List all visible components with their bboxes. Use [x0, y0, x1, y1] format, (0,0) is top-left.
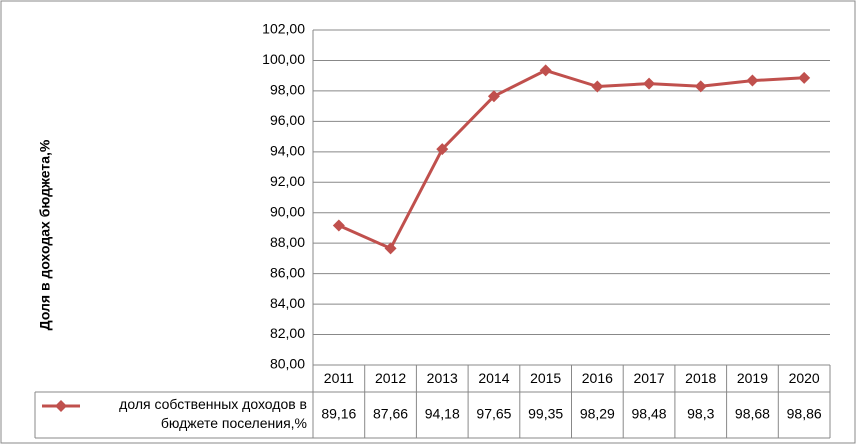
table-value: 98,68: [735, 406, 770, 422]
y-tick-label: 80,00: [270, 356, 305, 372]
x-tick-label: 2014: [478, 370, 509, 386]
x-tick-label: 2011: [324, 370, 354, 386]
data-point: [487, 90, 500, 103]
y-tick-label: 92,00: [270, 173, 305, 189]
y-tick-label: 84,00: [270, 295, 305, 311]
table-value: 94,18: [425, 406, 460, 422]
data-point: [643, 77, 656, 90]
x-tick-label: 2019: [737, 370, 768, 386]
table-value: 87,66: [373, 406, 408, 422]
y-tick-label: 100,00: [262, 51, 305, 67]
y-tick-label: 94,00: [270, 143, 305, 159]
data-line: [338, 68, 805, 250]
y-tick-label: 90,00: [270, 203, 305, 219]
y-tick-label: 96,00: [270, 112, 305, 128]
table-value: 98,86: [787, 406, 822, 422]
y-tick-label: 102,00: [262, 21, 305, 37]
y-axis-label: Доля в доходах бюджета,%: [37, 139, 53, 330]
y-tick-label: 86,00: [270, 264, 305, 280]
legend-marker: [55, 400, 67, 412]
legend-label: доля собственных доходов в бюджете посел…: [119, 396, 307, 431]
data-point: [591, 80, 604, 93]
table-value: 99,35: [528, 406, 563, 422]
table-value: 98,3: [687, 406, 714, 422]
data-point: [539, 64, 552, 77]
table-value: 89,16: [321, 406, 356, 422]
x-tick-label: 2013: [427, 370, 458, 386]
legend-entry: доля собственных доходов в бюджете посел…: [119, 396, 307, 431]
y-tick-label: 98,00: [270, 82, 305, 98]
x-tick-label: 2020: [789, 370, 820, 386]
data-point: [746, 74, 759, 87]
table-value: 97,65: [476, 406, 511, 422]
data-point: [798, 71, 811, 84]
x-tick-label: 2015: [530, 370, 561, 386]
y-tick-label: 82,00: [270, 325, 305, 341]
table-value: 98,48: [632, 406, 667, 422]
data-point: [694, 80, 707, 93]
x-tick-label: 2012: [375, 370, 406, 386]
x-tick-label: 2017: [633, 370, 664, 386]
x-tick-label: 2018: [685, 370, 716, 386]
table-value: 98,29: [580, 406, 615, 422]
data-point: [384, 242, 397, 255]
x-tick-label: 2016: [582, 370, 613, 386]
y-tick-label: 88,00: [270, 234, 305, 250]
data-point: [436, 143, 449, 156]
data-point: [332, 219, 345, 232]
